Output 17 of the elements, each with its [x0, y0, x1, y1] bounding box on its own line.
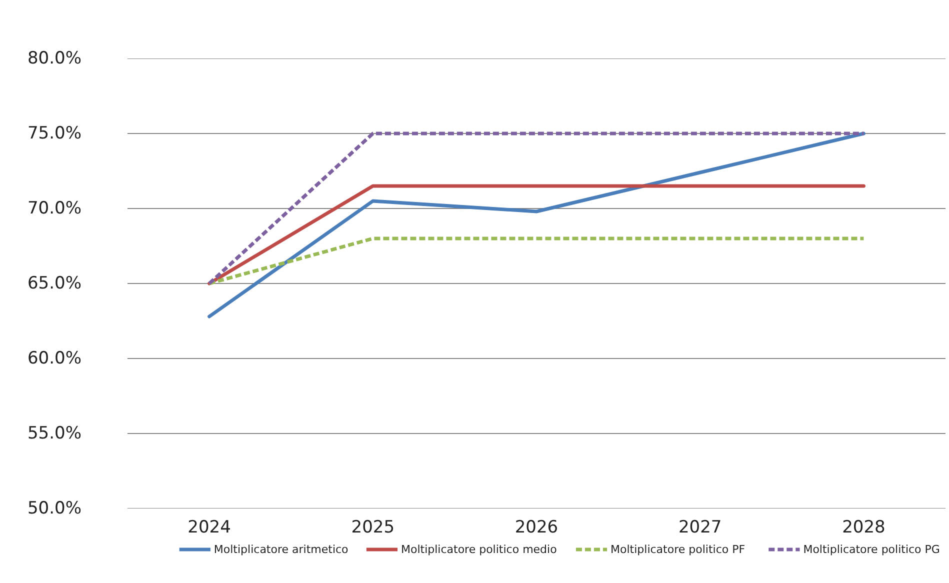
y-tick-label: 65.0% [27, 274, 82, 294]
line-series [208, 132, 866, 318]
y-tick-label: 80.0% [27, 48, 82, 68]
y-tick-label: 55.0% [27, 424, 82, 444]
x-tick-label: 2027 [678, 518, 722, 538]
x-tick-label: 2024 [188, 518, 231, 538]
legend-label: Moltiplicatore politico medio [400, 543, 558, 556]
x-tick-label: 2025 [351, 518, 395, 538]
x-tick-label: 2028 [842, 518, 886, 538]
legend-label: Moltiplicatore politico PF [610, 543, 746, 556]
y-tick-label: 70.0% [27, 198, 82, 218]
y-tick-label: 60.0% [27, 348, 82, 368]
x-tick-label: 2026 [514, 518, 558, 538]
legend-label: Moltiplicatore aritmetico [214, 543, 349, 556]
legend-label: Moltiplicatore politico PG [803, 543, 940, 556]
y-tick-label: 75.0% [27, 124, 82, 144]
y-tick-label: 50.0% [27, 498, 82, 518]
